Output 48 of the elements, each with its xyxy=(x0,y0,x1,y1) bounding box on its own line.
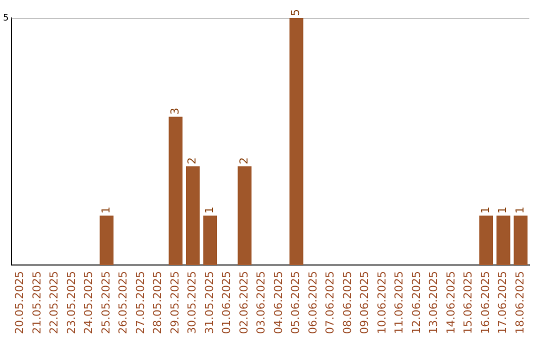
x-tick-label: 31.05.2025 xyxy=(202,271,216,334)
x-tick-label: 26.05.2025 xyxy=(116,271,130,334)
x-tick-label: 14.06.2025 xyxy=(444,271,458,334)
data-label: 1 xyxy=(496,206,510,214)
x-tick-label: 03.06.2025 xyxy=(254,271,268,334)
x-tick-label: 06.06.2025 xyxy=(306,271,320,334)
x-tick-label: 10.06.2025 xyxy=(375,271,388,334)
data-label: 1 xyxy=(99,206,112,214)
data-label: 3 xyxy=(168,108,182,115)
x-tick-label: 12.06.2025 xyxy=(410,271,423,334)
x-tick-label: 23.05.2025 xyxy=(64,271,78,334)
bar xyxy=(203,216,218,266)
x-tick-label: 13.06.2025 xyxy=(427,271,440,334)
bar xyxy=(238,166,252,266)
data-label: 5 xyxy=(289,9,302,16)
x-tick-label: 17.06.2025 xyxy=(496,271,510,334)
data-label: 2 xyxy=(237,157,250,164)
data-label: 1 xyxy=(513,206,526,214)
x-tick-label: 18.06.2025 xyxy=(513,271,526,334)
x-tick-label: 01.06.2025 xyxy=(220,271,234,334)
bar xyxy=(514,216,528,266)
data-label: 2 xyxy=(186,157,199,164)
x-tick-label: 27.05.2025 xyxy=(134,271,147,334)
x-tick-label: 20.05.2025 xyxy=(13,271,26,334)
x-tick-label: 22.05.2025 xyxy=(48,271,61,334)
bar xyxy=(168,116,183,266)
x-tick-label: 04.06.2025 xyxy=(272,271,285,334)
x-tick-label: 15.06.2025 xyxy=(462,271,475,334)
data-label: 1 xyxy=(478,206,492,214)
x-tick-label: 21.05.2025 xyxy=(30,271,44,334)
x-tick-label: 05.06.2025 xyxy=(289,271,302,334)
x-tick-label: 11.06.2025 xyxy=(392,271,406,334)
bar xyxy=(496,216,510,266)
bar xyxy=(479,216,494,266)
x-tick-label: 07.06.2025 xyxy=(324,271,337,334)
x-tick-label: 02.06.2025 xyxy=(237,271,250,334)
x-tick-label: 30.05.2025 xyxy=(186,271,199,334)
x-tick-label: 24.05.2025 xyxy=(82,271,96,334)
x-tick-label: 29.05.2025 xyxy=(168,271,182,334)
x-tick-label: 08.06.2025 xyxy=(340,271,354,334)
x-tick-label: 25.05.2025 xyxy=(99,271,112,334)
x-tick-label: 16.06.2025 xyxy=(478,271,492,334)
bar xyxy=(289,18,304,266)
x-tick-label: 28.05.2025 xyxy=(151,271,164,334)
bar xyxy=(100,216,114,266)
x-tick-label: 09.06.2025 xyxy=(358,271,372,334)
bar xyxy=(186,166,200,266)
data-label: 1 xyxy=(202,206,216,214)
